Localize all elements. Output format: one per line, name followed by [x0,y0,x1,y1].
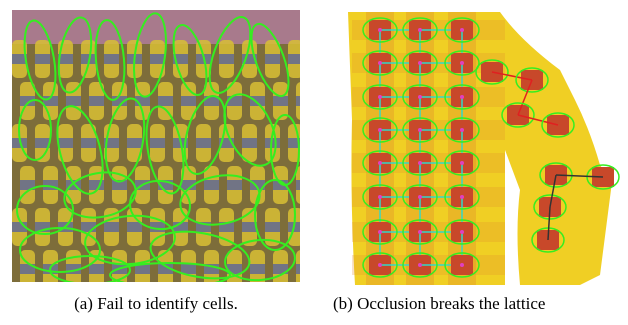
cell-center [418,195,422,199]
bottle-label [81,138,96,148]
bottle-label [150,54,165,64]
bottle-label [150,138,165,148]
cell-center [418,230,422,234]
bottle-label [250,96,265,106]
bottle-label [58,138,73,148]
figure-page: (a) Fail to identify cells. (b) Occlusio… [0,0,628,325]
bottle-label [181,264,196,274]
cell-center [378,28,382,32]
bottle-label [250,264,265,274]
bottle-label [242,138,257,148]
caption-a: (a) Fail to identify cells. [12,294,300,314]
cell-center [418,95,422,99]
bottle-label [296,264,311,274]
bottle-label [127,222,142,232]
cell-center [460,61,464,65]
panel-a-image [12,10,311,288]
bottle-label [66,96,81,106]
bottle-label [104,54,119,64]
bottle-label [288,54,303,64]
cell-center [418,128,422,132]
cell-center [460,128,464,132]
photo-top-strip [12,10,300,44]
cell-center [378,230,382,234]
bottle-label [227,180,242,190]
bottle-label [273,96,288,106]
bottle-label [127,138,142,148]
cell-center [418,61,422,65]
figure-images [0,0,628,290]
cell-center [460,263,464,267]
bottle-label [219,54,234,64]
cell-center [378,195,382,199]
bottle-label [288,222,303,232]
cell-center [418,161,422,165]
cell-center [418,263,422,267]
cell-center [460,195,464,199]
bottle-label [35,54,50,64]
cell-center [460,161,464,165]
cell-center [378,128,382,132]
bottle-label [181,96,196,106]
bottle-label [89,264,104,274]
cell-center [378,95,382,99]
cell-center [378,161,382,165]
cell-center [460,230,464,234]
bottle-label [158,96,173,106]
bottle-label [296,180,311,190]
cell-center [460,95,464,99]
caption-b: (b) Occlusion breaks the lattice [333,294,628,314]
cell-center [378,61,382,65]
bottle-label [227,96,242,106]
cell-center [460,28,464,32]
bottle-label [204,180,219,190]
cell-center [378,263,382,267]
bottle-label [196,138,211,148]
cell-center [418,28,422,32]
bottle-label [265,54,280,64]
bottle-label [288,138,303,148]
bottle-label [265,222,280,232]
bottle-label [104,222,119,232]
bottle-label [296,96,311,106]
panel-b-image [348,12,619,285]
bottle-label [89,96,104,106]
